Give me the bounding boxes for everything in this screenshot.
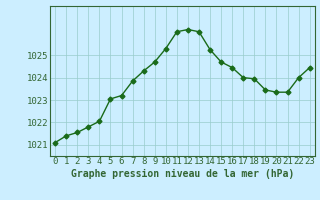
X-axis label: Graphe pression niveau de la mer (hPa): Graphe pression niveau de la mer (hPa) [71,169,294,179]
